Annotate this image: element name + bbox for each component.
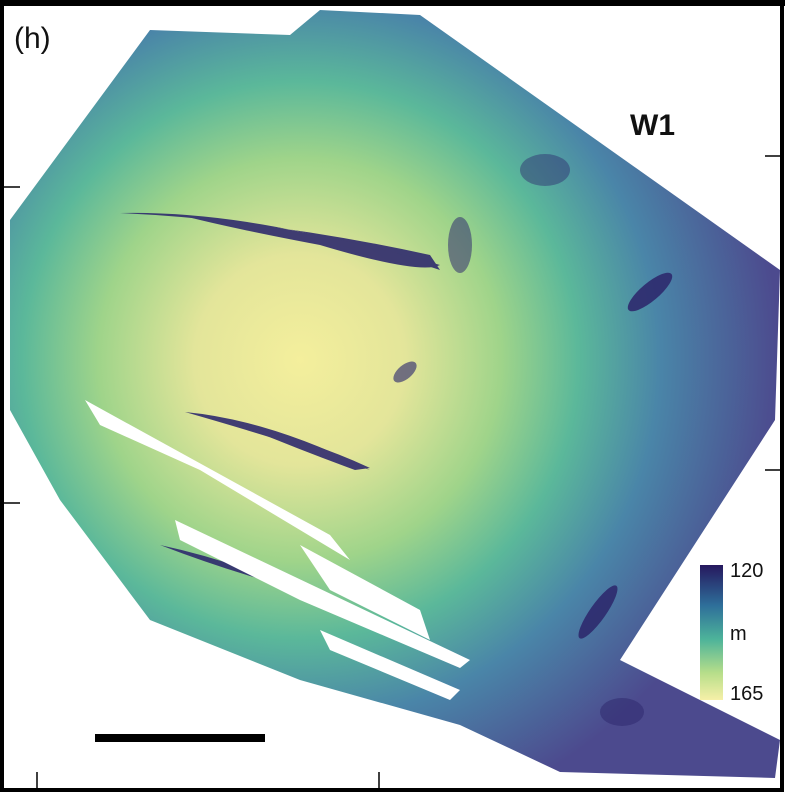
colorbar xyxy=(700,565,723,700)
scale-bar xyxy=(95,734,265,742)
panel-label: (h) xyxy=(14,22,51,55)
colorbar-tick-label: 120 xyxy=(730,560,763,582)
page: (h) W1 120 m 165 (() => { const data = J… xyxy=(0,0,785,793)
colorbar-tick-label: 165 xyxy=(730,683,763,705)
frame-top xyxy=(0,0,785,6)
colorbar-unit: m xyxy=(730,623,747,645)
map: (h) W1 120 m 165 xyxy=(0,0,785,793)
site-label: W1 xyxy=(630,109,675,142)
